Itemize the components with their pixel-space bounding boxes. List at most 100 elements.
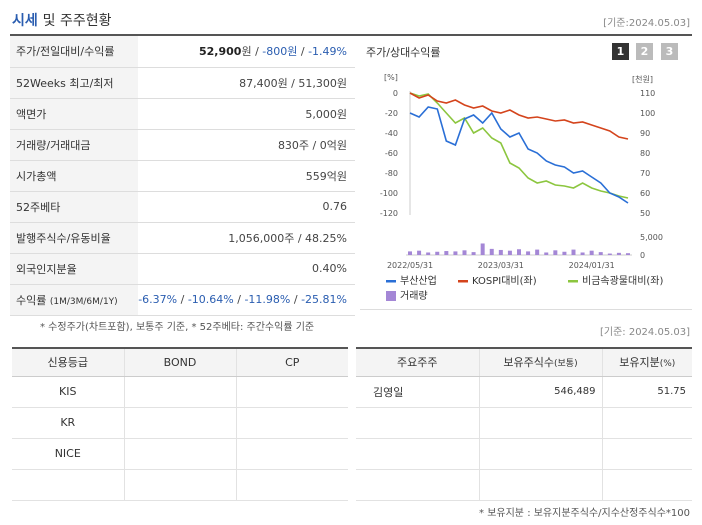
volume-bar xyxy=(498,249,503,255)
right-tick-label: 50 xyxy=(640,209,650,218)
chart-title: 주가/상대수익률 xyxy=(366,46,441,59)
row-value: 0.40% xyxy=(138,253,355,285)
chart-tab-1[interactable]: 1 xyxy=(612,43,629,60)
page-title: 시세 및 주주현황 xyxy=(12,13,112,29)
row-value: 87,400원 / 51,300원 xyxy=(138,67,355,99)
legend-swatch xyxy=(386,291,396,301)
col-header: 신용등급 xyxy=(12,347,124,377)
col-header: 보유지분(%) xyxy=(601,347,692,377)
table-row: KIS xyxy=(12,376,348,408)
chart-tab-2[interactable]: 2 xyxy=(636,43,653,60)
volume-bar xyxy=(626,253,630,255)
col-header: 주요주주 xyxy=(356,347,479,377)
agency-name: KR xyxy=(12,407,124,439)
row-label: 주가/전일대비/수익률 xyxy=(10,36,138,68)
holder-name: 김영일 xyxy=(356,376,479,408)
legend-label: 거래량 xyxy=(400,290,428,302)
col-header: 보유주식수(보통) xyxy=(478,347,602,377)
price-info-table: 주가/전일대비/수익률 52,900원 / -800원 / -1.49% 52W… xyxy=(10,36,355,316)
legend-label: KOSPI대비(좌) xyxy=(472,275,537,287)
holder-stake: 51.75 xyxy=(601,376,692,408)
legend-label: 부산산업 xyxy=(400,274,437,287)
volume-bar xyxy=(598,252,603,255)
shareholder-table: 주요주주 보유주식수(보통) 보유지분(%) 김영일 546,489 51.75 xyxy=(356,347,692,501)
volume-bar xyxy=(480,243,485,255)
volume-zero-label: 0 xyxy=(640,251,645,260)
chart-panel xyxy=(360,36,692,310)
legend-swatch xyxy=(568,280,578,283)
volume-bar xyxy=(571,249,576,255)
volume-bar xyxy=(589,250,594,255)
agency-name: NICE xyxy=(12,438,124,470)
left-tick-label: -60 xyxy=(385,149,398,158)
footnote: * 수정주가(차트포함), 보통주 기준, * 52주베타: 주간수익률 기준 xyxy=(40,322,315,333)
table-row xyxy=(12,469,348,501)
row-label: 52Weeks 최고/최저 xyxy=(10,67,138,99)
volume-bar xyxy=(553,250,558,255)
right-tick-label: 80 xyxy=(640,149,650,158)
volume-bar xyxy=(526,251,531,255)
x-tick-label: 2024/01/31 xyxy=(569,261,615,270)
row-value: 5,000원 xyxy=(138,98,355,130)
volume-bar xyxy=(408,251,412,255)
volume-bar xyxy=(544,252,549,255)
holder-shares: 546,489 xyxy=(478,376,602,408)
series-line-2 xyxy=(409,92,629,140)
volume-bar xyxy=(507,250,512,255)
volume-bar xyxy=(471,252,476,255)
volume-bar xyxy=(435,251,440,255)
right-tick-label: 60 xyxy=(640,189,650,198)
chart-tab-3[interactable]: 3 xyxy=(661,43,678,60)
volume-bar xyxy=(562,251,567,255)
table-row: 주가/전일대비/수익률 52,900원 / -800원 / -1.49% xyxy=(10,36,355,68)
volume-tick-label: 5,000 xyxy=(640,233,663,242)
x-tick-label: 2023/03/31 xyxy=(478,261,524,270)
as-of-date: [기준:2024.05.03] xyxy=(603,18,690,29)
row-label: 52주베타 xyxy=(10,191,138,223)
right-tick-label: 110 xyxy=(640,89,655,98)
table-row xyxy=(356,469,692,501)
table-row: NICE xyxy=(12,438,348,470)
table-row: KR xyxy=(12,407,348,439)
right-tick-label: 90 xyxy=(640,129,650,138)
legend-label: 비금속광물대비(좌) xyxy=(582,275,664,287)
volume-bar xyxy=(489,248,494,255)
left-axis-unit: [%] xyxy=(384,73,398,82)
footnote: * 보유지분 : 보유지분주식수/지수산정주식수*100 xyxy=(479,508,690,519)
table-row: 수익률 (1M/3M/6M/1Y) -6.37% / -10.64% / -11… xyxy=(10,284,355,316)
right-tick-label: 100 xyxy=(640,109,655,118)
row-label: 시가총액 xyxy=(10,160,138,192)
table-row: 김영일 546,489 51.75 xyxy=(356,376,692,408)
row-label: 외국인지분율 xyxy=(10,253,138,285)
left-tick-label: 0 xyxy=(393,89,398,98)
row-value: 0.76 xyxy=(138,191,355,223)
table-row xyxy=(356,407,692,439)
table-row: 발행주식수/유동비율 1,056,000주 / 48.25% xyxy=(10,222,355,254)
left-tick-label: -80 xyxy=(385,169,398,178)
table-row: 시가총액 559억원 xyxy=(10,160,355,192)
x-tick-label: 2022/05/31 xyxy=(387,261,433,270)
price-chart: [%] [천원] 0 -20 -40 -60 -80 -100 -120 110 100 90 80 70… xyxy=(380,73,664,302)
volume-bar xyxy=(453,251,458,255)
volume-bar xyxy=(517,249,521,255)
left-tick-label: -40 xyxy=(385,129,398,138)
row-value: 1,056,000주 / 48.25% xyxy=(138,222,355,254)
legend-swatch xyxy=(386,280,396,283)
row-value: 830주 / 0억원 xyxy=(138,129,355,161)
returns-value: -6.37% / -10.64% / -11.98% / -25.81% xyxy=(138,284,355,316)
agency-name: KIS xyxy=(12,376,124,408)
price-value: 52,900원 / -800원 / -1.49% xyxy=(138,36,355,68)
right-axis-unit: [천원] xyxy=(632,74,653,84)
col-header: BOND xyxy=(123,347,236,377)
series-line-1 xyxy=(409,106,629,204)
credit-rating-table: 신용등급 BOND CP KIS KR NICE xyxy=(12,347,348,501)
row-label: 수익률 (1M/3M/6M/1Y) xyxy=(10,284,138,316)
as-of-date: [기준: 2024.05.03] xyxy=(599,327,690,338)
volume-bar xyxy=(444,251,449,255)
volume-bar xyxy=(580,252,585,255)
right-tick-label: 70 xyxy=(640,169,650,178)
left-tick-label: -20 xyxy=(385,109,398,118)
left-tick-label: -120 xyxy=(380,209,398,218)
table-row: 거래량/거래대금 830주 / 0억원 xyxy=(10,129,355,161)
row-label: 발행주식수/유동비율 xyxy=(10,222,138,254)
